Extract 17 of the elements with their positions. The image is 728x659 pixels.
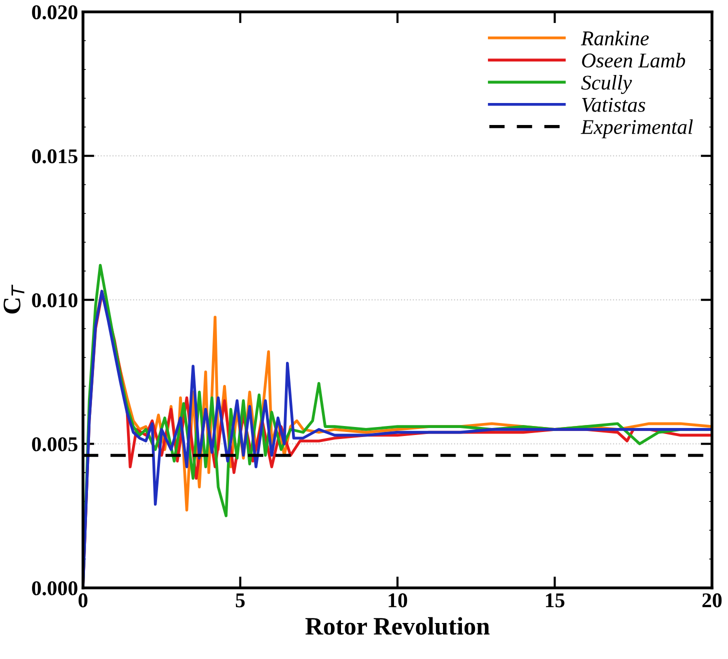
legend-label: Vatistas xyxy=(582,98,646,112)
x-tick-label: 15 xyxy=(546,593,564,608)
y-axis-title: C$_{T}$ xyxy=(4,284,24,314)
y-tick-label: 0.010 xyxy=(32,293,78,308)
legend-label: Experimental xyxy=(580,119,693,138)
x-tick-label: 10 xyxy=(388,593,408,608)
y-tick-label: 0.000 xyxy=(32,581,78,596)
y-tick-label: 0.015 xyxy=(32,149,78,164)
x-tick-label: 5 xyxy=(236,594,245,608)
legend-label: Oseen Lamb xyxy=(582,52,686,68)
y-tick-label: 0.020 xyxy=(32,5,78,20)
x-tick-label: 0 xyxy=(78,593,88,608)
y-tick-label: 0.005 xyxy=(32,437,78,452)
legend-label: Rankine xyxy=(580,30,649,46)
legend-label: Scully xyxy=(581,75,632,94)
x-tick-label: 20 xyxy=(702,593,722,608)
x-axis-title: Rotor Revolution xyxy=(305,617,490,635)
